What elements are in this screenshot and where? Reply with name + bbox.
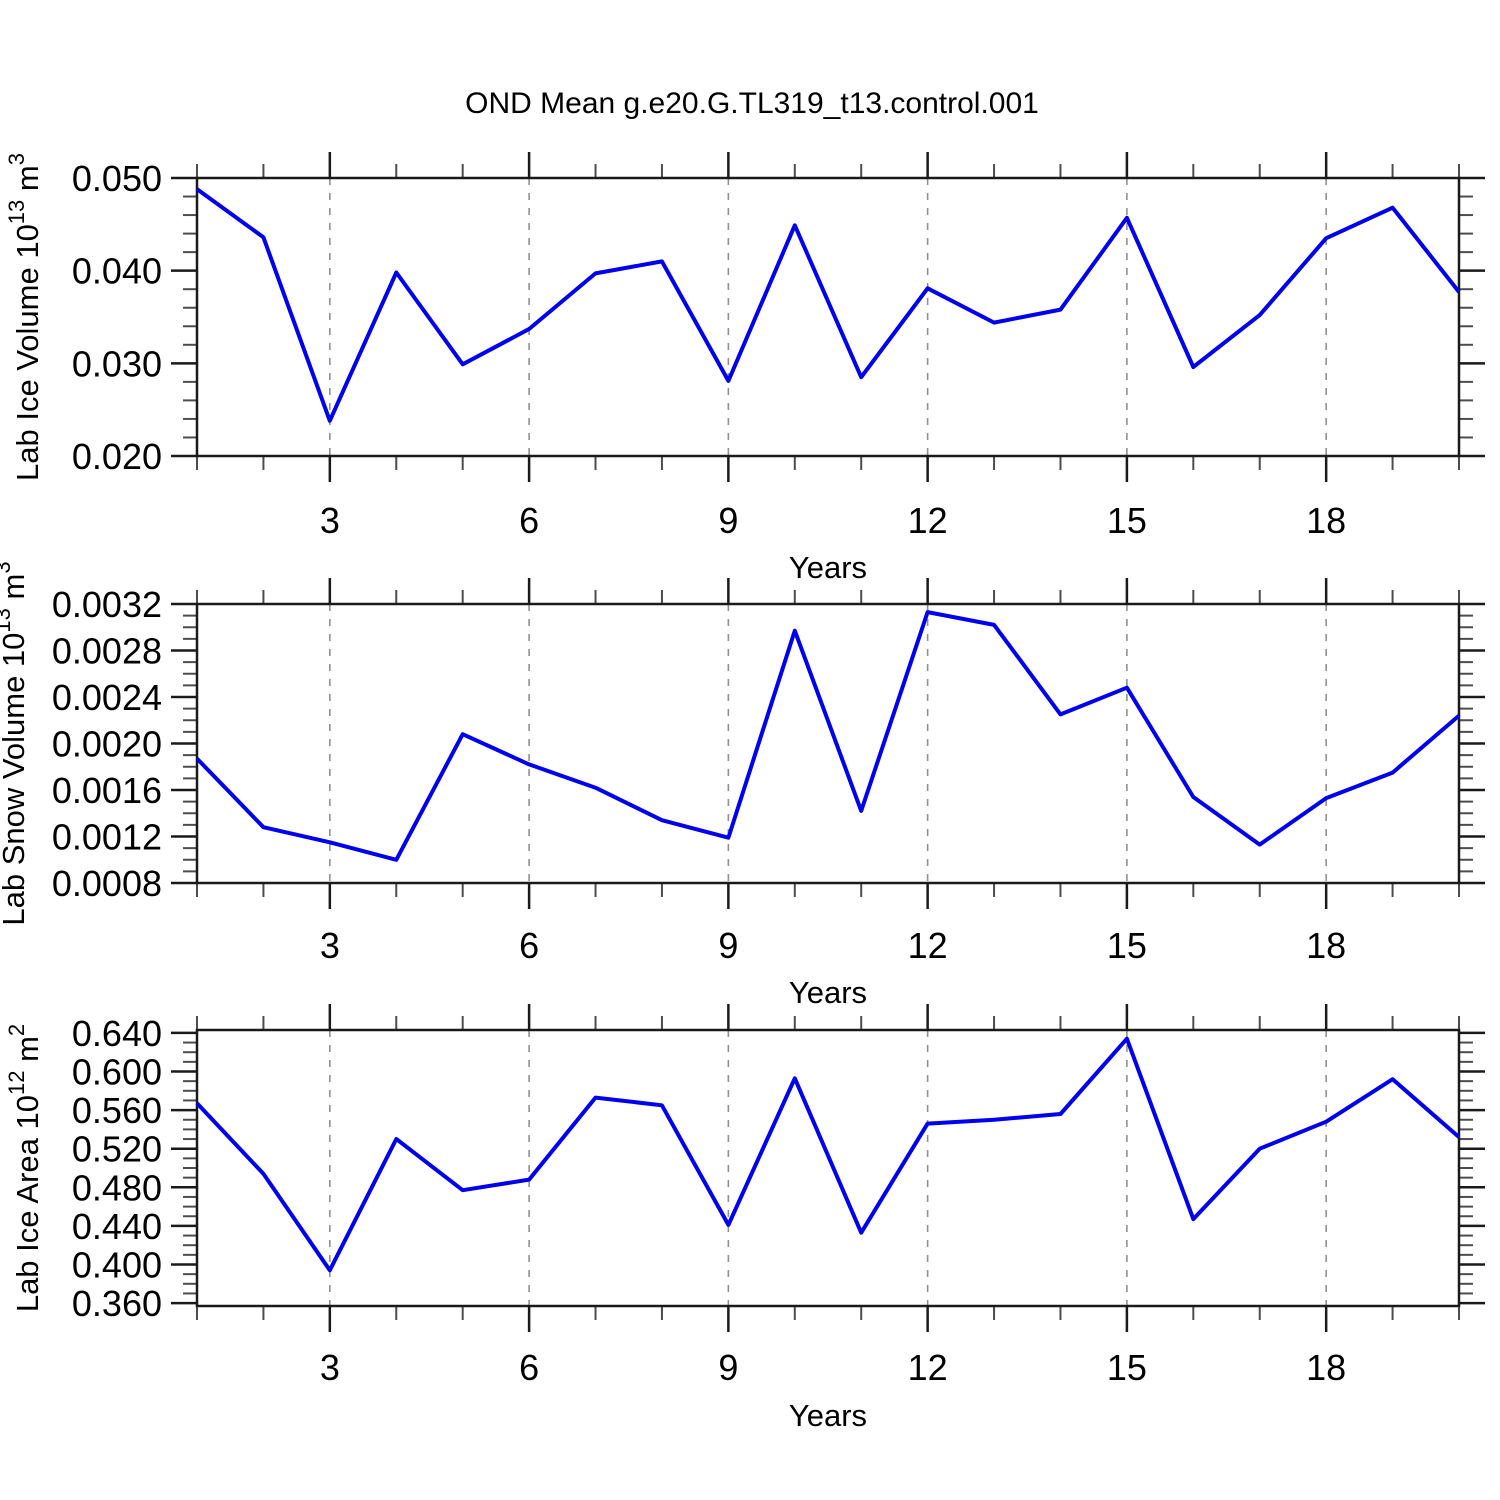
data-line-lab-ice-area — [195, 1036, 1461, 1273]
plot-frame — [195, 1028, 1461, 1308]
y-tick-label: 0.0032 — [52, 584, 162, 625]
y-tick-label: 0.0016 — [52, 770, 162, 811]
panel-lab-snow-volume: 3 6 9 12 15 180.00080.00120.00160.00200.00240… — [0, 561, 1485, 1010]
panel-lab-ice-area: 3 6 9 12 15 180.3600.4000.4400.4800.5200.5600… — [4, 1004, 1485, 1433]
x-tick-label: 15 — [1107, 500, 1147, 541]
y-tick-labels: 0.020 0.030 0.040 0.050 — [72, 158, 162, 477]
data-line-lab-snow-volume — [195, 610, 1461, 862]
x-ticks — [196, 578, 1460, 909]
x-tick-label: 9 — [718, 500, 738, 541]
y-tick-label: 0.0024 — [52, 677, 162, 718]
x-tick-label: 6 — [519, 500, 539, 541]
y-tick-label: 0.030 — [72, 343, 162, 384]
y-tick-label: 0.020 — [72, 436, 162, 477]
x-axis-title-lab-ice-area: Years — [789, 1398, 867, 1433]
gridlines — [329, 178, 1327, 456]
y-ticks — [171, 602, 1485, 885]
figure-title: OND Mean g.e20.G.TL319_t13.control.001 — [465, 87, 1039, 120]
x-tick-label: 9 — [718, 925, 738, 966]
y-tick-label: 0.480 — [72, 1167, 162, 1208]
y-axis-title-lab-ice-volume: Lab Ice Volume 1013 m3 — [4, 153, 45, 481]
gridlines — [329, 1030, 1327, 1306]
y-axis-title-lab-ice-area: Lab Ice Area 1012 m2 — [4, 1024, 45, 1312]
x-tick-label: 12 — [908, 925, 948, 966]
y-tick-label: 0.0020 — [52, 724, 162, 765]
y-tick-label: 0.600 — [72, 1051, 162, 1092]
x-tick-label: 3 — [320, 925, 340, 966]
x-tick-label: 18 — [1306, 1347, 1346, 1388]
x-tick-label: 6 — [519, 925, 539, 966]
y-tick-label: 0.0028 — [52, 631, 162, 672]
y-tick-label: 0.560 — [72, 1090, 162, 1131]
y-tick-label: 0.440 — [72, 1206, 162, 1247]
x-ticks — [196, 1004, 1460, 1332]
x-tick-label: 3 — [320, 500, 340, 541]
y-tick-label: 0.050 — [72, 158, 162, 199]
x-tick-label: 18 — [1306, 500, 1346, 541]
plot-frame — [195, 176, 1461, 458]
x-tick-labels: 3 6 9 12 15 18 — [320, 1347, 1346, 1388]
y-tick-label: 0.0008 — [52, 863, 162, 904]
x-axis-title-lab-snow-volume: Years — [789, 975, 867, 1010]
y-tick-label: 0.520 — [72, 1129, 162, 1170]
x-tick-label: 15 — [1107, 925, 1147, 966]
x-tick-label: 6 — [519, 1347, 539, 1388]
x-axis-title-lab-ice-volume: Years — [789, 550, 867, 585]
y-ticks — [171, 1031, 1485, 1305]
x-tick-label: 18 — [1306, 925, 1346, 966]
y-tick-label: 0.0012 — [52, 817, 162, 858]
panel-lab-ice-volume: 3 6 9 12 15 18 0.020 0.030 0.040 0.050 Years Lab Ic… — [4, 152, 1485, 585]
x-ticks — [196, 152, 1460, 482]
x-tick-label: 12 — [908, 1347, 948, 1388]
x-tick-label: 15 — [1107, 1347, 1147, 1388]
data-line-lab-ice-volume — [195, 187, 1461, 423]
gridlines — [329, 604, 1327, 883]
y-tick-labels: 0.0008 0.0012 0.0016 0.0020 0.0024 0.0028 0.00… — [52, 584, 162, 904]
x-tick-labels: 3 6 9 12 15 18 — [320, 500, 1346, 541]
y-tick-label: 0.040 — [72, 251, 162, 292]
y-ticks — [171, 176, 1485, 458]
x-tick-labels: 3 6 9 12 15 18 — [320, 925, 1346, 966]
plot-frame — [195, 602, 1461, 885]
y-tick-label: 0.640 — [72, 1013, 162, 1054]
y-tick-label: 0.360 — [72, 1283, 162, 1324]
x-tick-label: 12 — [908, 500, 948, 541]
y-axis-title-lab-snow-volume: Lab Snow Volume 1013 m3 — [0, 561, 31, 925]
x-tick-label: 3 — [320, 1347, 340, 1388]
x-tick-label: 9 — [718, 1347, 738, 1388]
y-tick-label: 0.400 — [72, 1245, 162, 1286]
